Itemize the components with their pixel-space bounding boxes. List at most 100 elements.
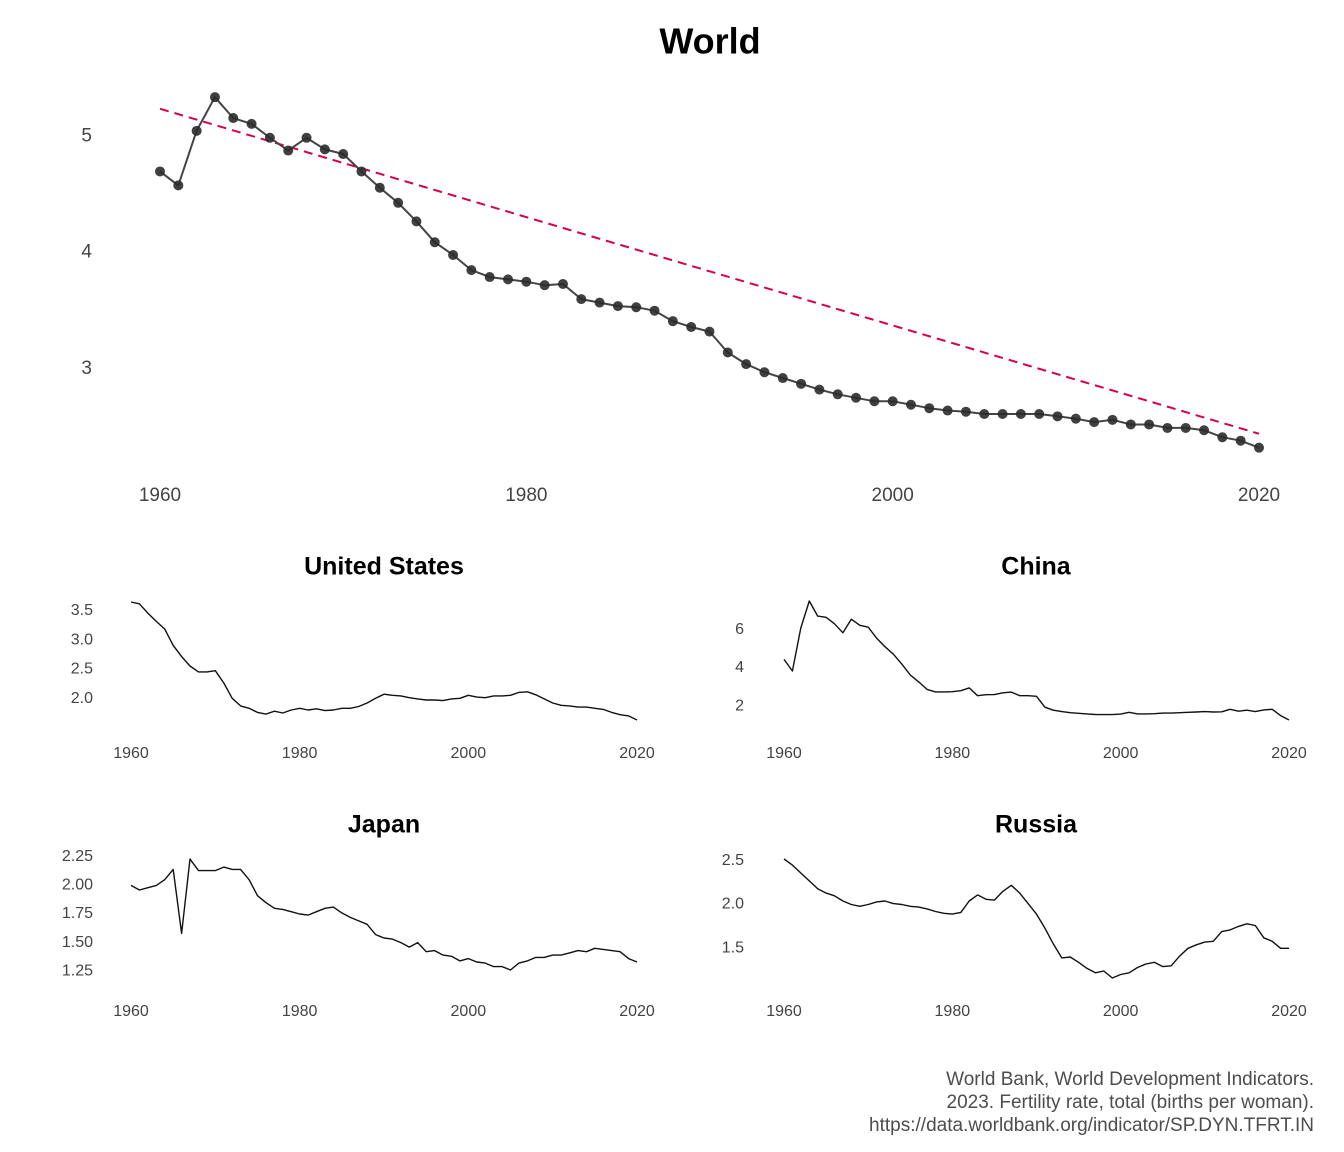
data-point [612,301,623,312]
data-point [667,316,678,327]
data-point [429,237,440,248]
data-point [924,403,935,414]
data-point [796,378,807,389]
data-point [283,145,294,156]
y-tick-label: 2.5 [722,852,744,869]
data-point [1052,411,1063,422]
data-point [979,409,990,420]
y-tick-label: 1.75 [62,905,93,922]
x-tick-label: 2020 [1271,1003,1307,1020]
data-point [356,166,367,177]
united-states-title: United States [304,553,464,581]
x-tick-label: 2000 [451,1003,487,1020]
japan-series-line [130,858,638,971]
data-point [557,279,568,290]
data-point [741,359,752,370]
x-tick-label: 2020 [619,745,655,762]
x-tick-label: 2000 [872,485,914,506]
data-point [1034,409,1045,420]
data-point [686,321,697,332]
data-point [1199,425,1210,436]
x-tick-label: 2000 [1103,745,1139,762]
data-point [1125,419,1136,430]
russia-series-line [783,858,1289,979]
data-point [1015,409,1026,420]
x-tick-label: 1980 [505,485,547,506]
data-point [448,250,459,261]
y-tick-label: 6 [735,621,744,638]
y-tick-label: 2.5 [71,661,93,678]
data-point [411,216,422,227]
data-point [1089,417,1100,428]
x-tick-label: 1980 [935,745,971,762]
y-tick-label: 2 [735,697,744,714]
x-tick-label: 1960 [113,745,149,762]
data-point [393,197,404,208]
y-tick-label: 3.5 [71,602,93,619]
x-tick-label: 1980 [282,745,318,762]
x-tick-label: 1960 [766,1003,802,1020]
data-point [704,326,715,337]
data-point [997,409,1008,420]
data-point [1180,422,1191,433]
data-point [759,367,770,378]
data-point [228,113,239,124]
data-point [576,294,587,305]
world-title: World [659,21,760,62]
japan-title: Japan [348,811,420,839]
y-tick-label: 4 [735,659,744,676]
x-tick-label: 1980 [935,1003,971,1020]
y-tick-label: 2.00 [62,877,93,894]
data-point [960,406,971,417]
data-point [155,166,165,177]
data-point [814,384,825,395]
y-tick-label: 3.0 [71,631,93,648]
caption-line: https://data.worldbank.org/indicator/SP.… [869,1115,1314,1136]
data-point [503,274,514,285]
data-point [466,265,477,276]
y-tick-label: 1.25 [62,962,93,979]
y-tick-label: 1.5 [722,939,744,956]
data-point [539,280,550,291]
y-tick-label: 5 [81,126,92,147]
data-point [631,302,642,313]
caption-line: World Bank, World Development Indicators… [946,1069,1314,1090]
data-point [374,182,385,193]
data-point [1254,442,1264,453]
data-point [942,405,953,416]
data-point [191,125,202,136]
caption-line: 2023. Fertility rate, total (births per … [946,1092,1314,1113]
y-tick-label: 2.25 [62,848,93,865]
data-point [1144,419,1155,430]
x-tick-label: 1960 [113,1003,149,1020]
x-tick-label: 1960 [766,745,802,762]
x-tick-label: 2020 [619,1003,655,1020]
y-tick-label: 4 [81,242,92,263]
data-point [246,118,257,129]
data-point [319,144,330,155]
data-point [1070,413,1081,424]
data-point [777,373,788,384]
data-point [1107,414,1118,425]
x-tick-label: 2000 [451,745,487,762]
china-series-line [783,600,1290,721]
source-caption: World Bank, World Development Indicators… [869,1068,1314,1137]
data-point [722,347,733,358]
data-point [1235,435,1246,446]
y-tick-label: 3 [81,358,92,379]
data-point [851,392,862,403]
data-point [832,389,843,400]
data-point [1162,422,1173,433]
data-point [301,132,312,143]
data-point [887,396,898,407]
x-tick-label: 1980 [282,1003,318,1020]
data-point [209,92,220,103]
data-point [869,396,880,407]
data-point [484,272,495,283]
data-point [905,399,916,410]
x-tick-label: 2020 [1238,485,1280,506]
data-point [594,297,605,308]
united-states-series-line [130,601,638,721]
y-tick-label: 2.0 [722,896,744,913]
